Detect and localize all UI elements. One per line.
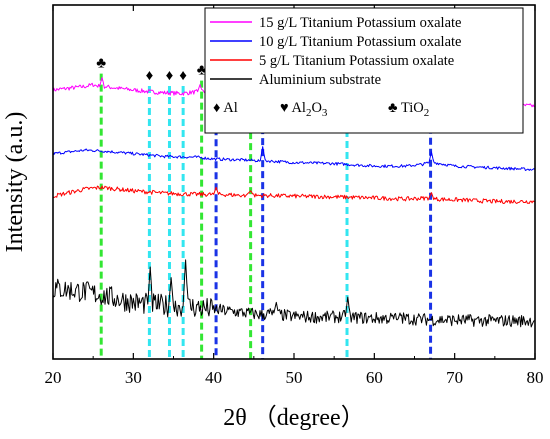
x-axis-title: 2θ （degree） <box>223 405 364 431</box>
legend-entry-2: 10 g/L Titanium Potassium oxalate <box>259 34 461 50</box>
series-line-3 <box>52 185 536 204</box>
legend-marker-1: ♦ Al <box>213 100 238 116</box>
x-ticks: 20 30 40 50 60 70 80 <box>45 5 544 387</box>
legend-entry-4: Aluminium substrate <box>259 72 381 88</box>
legend: 15 g/L Titanium Potassium oxalate 10 g/L … <box>204 7 524 134</box>
legend-marker-3: ♣ TiO2 <box>388 100 429 119</box>
x-tick-label-20: 20 <box>45 368 62 387</box>
peak-marker-5: ♣ <box>197 63 207 79</box>
x-tick-label-50: 50 <box>286 368 303 387</box>
x-tick-label-30: 30 <box>125 368 142 387</box>
x-tick-label-40: 40 <box>205 368 222 387</box>
peak-marker-2: ♦ <box>146 68 154 84</box>
series-line-2 <box>52 146 536 171</box>
legend-entry-3: 5 g/L Titanium Potassium oxalate <box>259 53 454 69</box>
legend-marker-2: ♥ Al2O3 <box>280 100 328 119</box>
legend-box <box>204 7 524 134</box>
peak-marker-1: ♣ <box>96 56 106 72</box>
legend-entry-1: 15 g/L Titanium Potassium oxalate <box>259 15 461 31</box>
peak-marker-4: ♦ <box>179 68 187 84</box>
series-line-4 <box>52 259 536 328</box>
x-tick-label-70: 70 <box>446 368 463 387</box>
y-axis-title: Intensity (a.u.) <box>2 112 28 253</box>
peak-marker-3: ♦ <box>166 68 174 84</box>
x-tick-label-60: 60 <box>366 368 383 387</box>
x-tick-label-80: 80 <box>527 368 544 387</box>
